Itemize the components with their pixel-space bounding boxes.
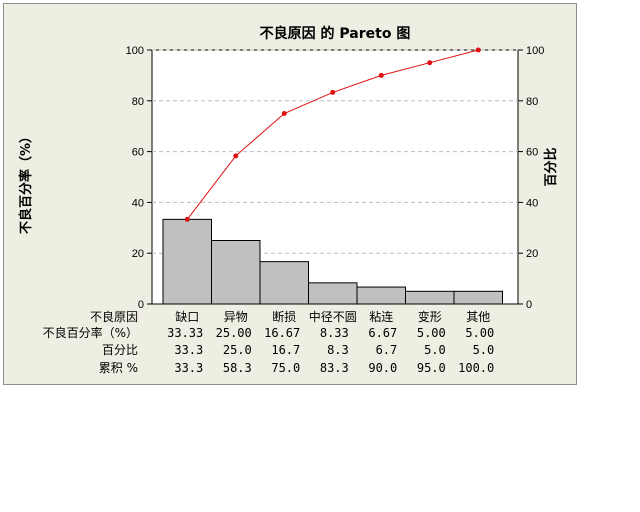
y-left-tick-label: 80	[132, 96, 144, 108]
category-label: 断损	[272, 309, 296, 324]
table-row-label: 不良原因	[90, 309, 138, 324]
y-left-tick-label: 0	[138, 299, 144, 311]
y-left-tick-label: 20	[132, 248, 144, 260]
cumulative-point-2	[233, 153, 239, 159]
table-cell: 95.0	[417, 361, 446, 375]
cumulative-point-4	[330, 89, 336, 95]
table-cell: 5.00	[417, 326, 446, 340]
table-cell: 8.3	[327, 343, 349, 357]
table-row-label: 不良百分率（%）	[43, 325, 138, 340]
table-cell: 25.0	[223, 343, 252, 357]
table-cell: 33.3	[174, 343, 203, 357]
cumulative-point-7	[475, 47, 481, 53]
table-cell: 100.0	[458, 361, 494, 375]
table-cell: 25.00	[216, 326, 252, 340]
y-right-tick-label: 80	[526, 96, 538, 108]
table-cell: 6.67	[368, 326, 397, 340]
y-right-tick-label: 20	[526, 248, 538, 260]
y-axis-label-left: 不良百分率（%）	[18, 130, 34, 234]
category-label: 变形	[418, 309, 442, 324]
bar-7	[453, 290, 503, 305]
bar-6	[405, 290, 455, 305]
cumulative-point-3	[281, 111, 287, 116]
bar-4	[308, 282, 358, 305]
y-left-tick-label: 60	[132, 147, 144, 159]
table-cell: 83.3	[320, 361, 349, 375]
category-label: 缺口	[175, 309, 199, 324]
y-right-tick-label: 0	[526, 299, 532, 311]
table-cell: 33.33	[167, 326, 203, 340]
y-axis-label-right: 百分比	[543, 147, 559, 186]
category-label: 其他	[466, 310, 490, 324]
y-right-tick-label: 100	[526, 45, 544, 57]
chart-title: 不良原因 的 Pareto 图	[260, 25, 411, 42]
cumulative-point-1	[184, 216, 190, 222]
table-cell: 8.33	[320, 326, 349, 340]
table-cell: 58.3	[223, 361, 252, 375]
table-cell: 16.67	[264, 326, 300, 340]
category-label: 中径不圆	[309, 309, 357, 324]
cumulative-point-5	[378, 72, 384, 78]
bar-2	[211, 240, 261, 305]
y-left-tick-label: 100	[126, 45, 144, 57]
table-cell: 16.7	[271, 343, 300, 357]
pareto-chart: 0 20 40 60 80 100 0 20 40 60 80 100 不良原因 的 Pareto 图不…	[18, 25, 559, 375]
y-right-tick-label: 60	[526, 147, 538, 159]
bar-3	[259, 261, 309, 305]
table-row-label: 累积 %	[99, 361, 138, 375]
table-row-label: 百分比	[102, 343, 138, 357]
table-cell: 5.0	[424, 343, 446, 357]
category-label: 异物	[224, 310, 248, 324]
table-cell: 5.00	[465, 326, 494, 340]
bar-5	[356, 286, 406, 305]
table-cell: 6.7	[376, 343, 398, 357]
table-cell: 33.3	[174, 361, 203, 375]
chart-frame: 0 20 40 60 80 100 0 20 40 60 80 100 不良原因 的 Pareto 图不…	[3, 3, 577, 385]
table-cell: 5.0	[473, 343, 495, 357]
table-cell: 75.0	[271, 361, 300, 375]
cumulative-point-6	[427, 60, 433, 66]
y-left-tick-label: 40	[132, 197, 144, 209]
table-cell: 90.0	[368, 361, 397, 375]
bar-1	[162, 218, 212, 305]
y-right-tick-label: 40	[526, 197, 538, 209]
category-label: 粘连	[369, 309, 393, 324]
